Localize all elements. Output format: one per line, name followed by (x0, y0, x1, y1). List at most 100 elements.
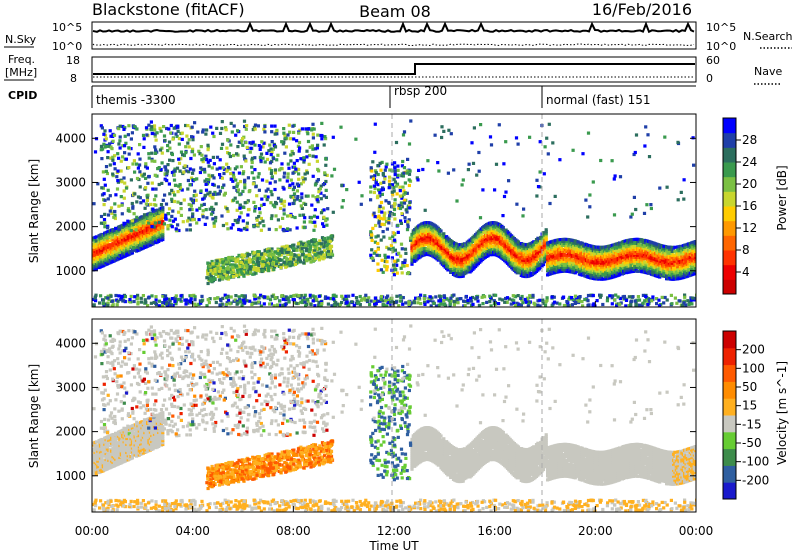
power-cell (142, 213, 147, 217)
power-cell (141, 133, 146, 137)
power-cell (291, 263, 296, 267)
power-cell (629, 262, 633, 266)
power-cell (616, 249, 620, 253)
power-cell (322, 215, 326, 219)
power-cell (113, 210, 117, 214)
power-cell (315, 215, 320, 219)
power-cell (257, 215, 261, 219)
power-cell (256, 124, 260, 128)
power-cell (222, 183, 226, 187)
power-cell (241, 143, 245, 147)
power-cell (312, 228, 316, 232)
power-cell (280, 162, 284, 166)
power-cell (290, 260, 294, 264)
power-cell (153, 134, 157, 138)
power-cell (554, 252, 558, 256)
power-cell (318, 239, 322, 243)
power-cell (220, 214, 224, 218)
power-cell (214, 215, 218, 220)
power-cell (210, 166, 214, 170)
power-cell (666, 271, 670, 275)
power-cell (262, 127, 266, 131)
cpid-segment-2: rbsp 200 (394, 84, 447, 98)
power-cell (179, 157, 183, 161)
power-cell (694, 271, 696, 275)
power-cell (288, 228, 292, 232)
power-cell (187, 145, 191, 149)
power-cell (136, 195, 141, 199)
power-cell (172, 173, 176, 177)
power-cell (301, 176, 305, 180)
power-cell (325, 173, 329, 177)
power-cell (191, 201, 195, 205)
power-cell (694, 246, 696, 250)
power-cell (245, 221, 249, 225)
power-cell (211, 217, 215, 221)
power-cell (130, 219, 134, 223)
power-cell (124, 186, 129, 190)
power-cell (694, 240, 696, 244)
power-cell (633, 245, 637, 249)
power-cell (275, 158, 279, 162)
power-cell (253, 123, 258, 127)
power-cell (637, 263, 641, 267)
power-cell (144, 162, 148, 166)
power-cell (265, 179, 269, 183)
power-cell (559, 245, 563, 250)
power-cell (243, 186, 247, 190)
power-cell (236, 220, 240, 224)
power-cell (306, 127, 311, 131)
power-cell (260, 140, 264, 144)
power-cell (251, 128, 255, 132)
power-cell (303, 172, 307, 176)
power-cell (100, 186, 104, 190)
power-cell (220, 126, 224, 131)
power-cell (215, 126, 219, 130)
power-cell (287, 166, 291, 170)
power-cell (262, 141, 266, 145)
power-cell (232, 153, 236, 158)
power-cell (191, 218, 195, 222)
power-cell (605, 251, 609, 255)
power-cell (624, 257, 629, 261)
power-cell (114, 193, 118, 197)
power-cell (670, 251, 674, 255)
power-cell (112, 133, 117, 137)
power-cell (126, 207, 131, 211)
power-cell (154, 187, 158, 191)
power-cell (245, 200, 249, 204)
power-cell (161, 236, 165, 240)
power-cell (241, 137, 245, 141)
power-cell (208, 207, 212, 211)
power-cell (168, 146, 172, 150)
power-cell (184, 123, 188, 128)
power-cell (148, 202, 153, 206)
power-cell (225, 222, 229, 226)
power-cell (186, 178, 190, 183)
power-cell (101, 186, 105, 190)
power-cell (158, 126, 162, 130)
power-cell (282, 131, 286, 135)
power-cell (121, 144, 125, 148)
power-cell (694, 248, 696, 252)
nsky-tick-low: 10^0 (52, 40, 82, 53)
power-cell (127, 227, 131, 231)
power-cell (122, 189, 126, 193)
power-cell (234, 133, 238, 137)
power-cell (279, 166, 283, 171)
power-cell (166, 144, 170, 148)
power-cell (103, 183, 107, 187)
power-cell (218, 173, 222, 177)
power-cell (120, 203, 124, 207)
power-cell (663, 260, 667, 265)
power-cell (565, 259, 569, 263)
power-cell (486, 254, 490, 258)
power-cell (252, 200, 256, 204)
power-cell (142, 145, 146, 149)
power-cell (152, 225, 156, 229)
power-cell (131, 162, 135, 166)
power-cell (263, 124, 267, 128)
power-cell (178, 169, 182, 173)
power-cell (302, 226, 306, 230)
power-cell (226, 227, 230, 231)
